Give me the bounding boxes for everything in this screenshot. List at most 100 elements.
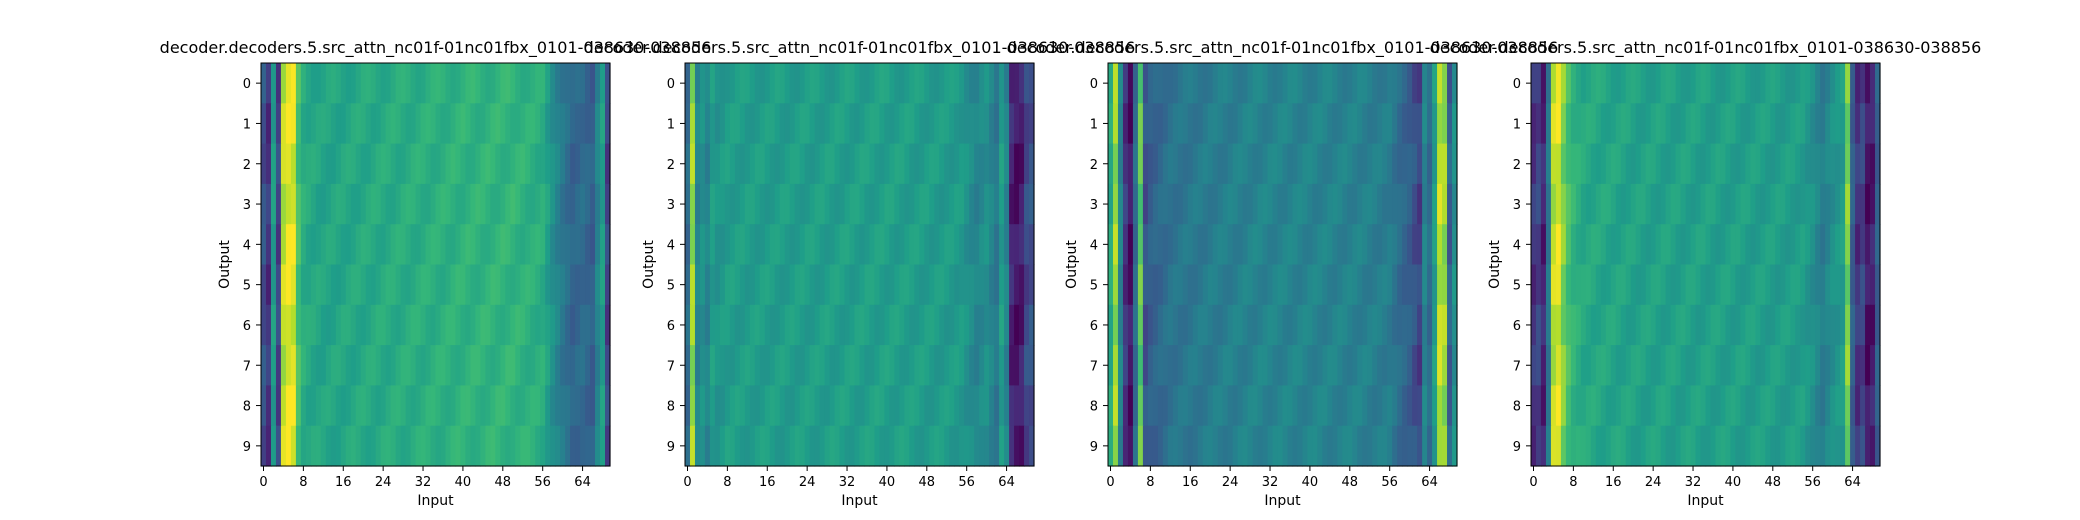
heatmap-cell	[1392, 224, 1398, 266]
heatmap-cell	[874, 183, 881, 225]
heatmap-cell	[1357, 425, 1363, 467]
heatmap-cell	[1282, 103, 1289, 145]
heatmap-cell	[600, 143, 606, 185]
heatmap-cell	[1232, 143, 1239, 185]
heatmap-cell	[934, 224, 940, 266]
heatmap-cell	[849, 385, 856, 427]
heatmap-cell	[754, 385, 761, 427]
heatmap-cell	[1382, 143, 1388, 185]
heatmap-cell	[1024, 264, 1030, 306]
heatmap-cell	[1432, 103, 1438, 145]
heatmap-cell	[1615, 103, 1622, 145]
heatmap-cell	[1142, 385, 1149, 427]
heatmap-cell	[899, 103, 905, 145]
heatmap-cell	[1635, 103, 1642, 145]
heatmap-cell	[1187, 224, 1194, 266]
heatmap-cell	[844, 183, 851, 225]
heatmap-cell	[475, 63, 481, 104]
heatmap-cell	[1447, 103, 1453, 145]
heatmap-cell	[1540, 63, 1547, 104]
heatmap-cell	[485, 264, 491, 306]
heatmap-cell	[490, 385, 496, 427]
heatmap-cell	[1620, 143, 1627, 185]
heatmap-cell	[1342, 103, 1348, 145]
heatmap-cell	[1570, 143, 1577, 185]
heatmap-cell	[1580, 103, 1587, 145]
heatmap-cell	[1580, 385, 1587, 427]
heatmap-cell	[435, 143, 442, 185]
heatmap-cell	[979, 304, 985, 346]
heatmap-cell	[1590, 103, 1597, 145]
heatmap-cell	[685, 425, 691, 467]
heatmap-cell	[1272, 304, 1279, 346]
heatmap-cell	[799, 224, 806, 266]
heatmap-cell	[315, 385, 322, 427]
heatmap-cell	[1860, 304, 1866, 346]
heatmap-cell	[984, 224, 990, 266]
heatmap-cell	[1427, 304, 1433, 346]
heatmap-cell	[480, 304, 486, 346]
heatmap-cell	[1407, 304, 1413, 346]
heatmap-cell	[1535, 345, 1542, 386]
heatmap-cell	[1377, 224, 1383, 266]
heatmap-cell	[325, 103, 332, 145]
heatmap-cell	[1222, 103, 1229, 145]
heatmap-cell	[540, 425, 546, 467]
heatmap-cell	[719, 264, 726, 306]
heatmap-cell	[1690, 385, 1697, 427]
heatmap-cell	[1555, 183, 1562, 225]
heatmap-cell	[305, 143, 312, 185]
heatmap-cell	[1670, 183, 1677, 225]
heatmap-cell	[1372, 224, 1378, 266]
heatmap-cell	[1132, 103, 1139, 145]
heatmap-cell	[1825, 103, 1831, 145]
heatmap-cell	[969, 103, 975, 145]
heatmap-cell	[1780, 345, 1786, 386]
heatmap-cell	[804, 425, 811, 467]
heatmap-cell	[505, 304, 511, 346]
heatmap-cell	[510, 425, 516, 467]
heatmap-cell	[1322, 183, 1328, 225]
heatmap-cell	[1755, 385, 1761, 427]
heatmap-cell	[734, 264, 741, 306]
heatmap-cell	[1585, 103, 1592, 145]
heatmap-cell	[944, 304, 950, 346]
heatmap-cell	[1362, 183, 1368, 225]
heatmap-cell	[1825, 143, 1831, 185]
heatmap-cell	[1437, 103, 1443, 145]
heatmap-cell	[1531, 345, 1537, 386]
heatmap-cell	[1162, 143, 1169, 185]
heatmap-cell	[854, 224, 861, 266]
heatmap-cell	[285, 63, 292, 104]
heatmap-cell	[385, 183, 392, 225]
heatmap-cell	[1845, 304, 1851, 346]
heatmap-cell	[869, 143, 876, 185]
heatmap-cell	[1417, 264, 1423, 306]
heatmap-cell	[1680, 385, 1687, 427]
heatmap-cell	[709, 63, 716, 104]
heatmap-cell	[1029, 183, 1035, 225]
heatmap-cell	[1142, 345, 1149, 386]
heatmap-cell	[270, 103, 277, 145]
heatmap-cell	[1650, 385, 1657, 427]
heatmap-cell	[550, 143, 556, 185]
heatmap-cell	[879, 183, 886, 225]
heatmap-cell	[1600, 103, 1607, 145]
heatmap-cell	[779, 264, 786, 306]
heatmap-cell	[1177, 143, 1184, 185]
heatmap-cell	[560, 385, 566, 427]
heatmap-cell	[1790, 304, 1796, 346]
heatmap-cell	[1157, 63, 1164, 104]
heatmap-cell	[1019, 304, 1025, 346]
heatmap-cell	[1865, 103, 1871, 145]
heatmap-cell	[829, 304, 836, 346]
heatmap-cell	[1740, 304, 1746, 346]
heatmap-cell	[1795, 345, 1801, 386]
heatmap-cell	[1575, 63, 1582, 104]
heatmap-cell	[754, 143, 761, 185]
heatmap-cell	[550, 304, 556, 346]
heatmap-cell	[1222, 264, 1229, 306]
heatmap-cell	[1437, 224, 1443, 266]
heatmap-cell	[1272, 264, 1279, 306]
heatmap-cell	[310, 425, 317, 467]
